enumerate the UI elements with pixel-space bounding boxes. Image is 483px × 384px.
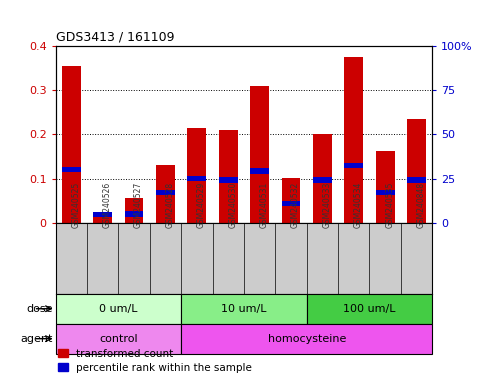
Text: GSM240534: GSM240534 <box>354 182 363 228</box>
Text: GSM240535: GSM240535 <box>385 182 394 228</box>
Text: GSM240531: GSM240531 <box>260 182 269 228</box>
Bar <box>313 177 332 182</box>
Bar <box>187 176 206 181</box>
Bar <box>282 201 300 206</box>
Bar <box>313 134 332 223</box>
Text: GSM240532: GSM240532 <box>291 182 300 228</box>
Text: GSM240530: GSM240530 <box>228 182 237 228</box>
Text: 100 um/L: 100 um/L <box>343 304 396 314</box>
Bar <box>407 177 426 182</box>
Text: control: control <box>99 334 138 344</box>
Bar <box>376 190 395 195</box>
Bar <box>407 119 426 223</box>
Bar <box>344 163 363 168</box>
Legend: transformed count, percentile rank within the sample: transformed count, percentile rank withi… <box>54 344 256 377</box>
Bar <box>250 169 269 174</box>
Bar <box>181 294 307 324</box>
Text: GSM240529: GSM240529 <box>197 182 206 228</box>
Bar <box>125 211 143 217</box>
Bar <box>56 294 181 324</box>
Bar <box>62 167 81 172</box>
Text: GSM240533: GSM240533 <box>323 182 331 228</box>
Bar <box>56 324 181 354</box>
Bar <box>156 190 175 195</box>
Bar <box>156 165 175 223</box>
Bar <box>307 294 432 324</box>
Bar <box>219 130 238 223</box>
Bar <box>125 199 143 223</box>
Text: 0 um/L: 0 um/L <box>99 304 138 314</box>
Bar <box>282 178 300 223</box>
Text: GSM240526: GSM240526 <box>103 182 112 228</box>
Bar <box>93 212 112 217</box>
Text: GDS3413 / 161109: GDS3413 / 161109 <box>56 30 174 43</box>
Text: homocysteine: homocysteine <box>268 334 346 344</box>
Bar <box>376 151 395 223</box>
Bar <box>93 212 112 223</box>
Bar <box>181 324 432 354</box>
Bar <box>250 86 269 223</box>
Bar <box>187 128 206 223</box>
Text: GSM240848: GSM240848 <box>416 182 426 228</box>
Bar <box>62 66 81 223</box>
Bar <box>344 57 363 223</box>
Text: dose: dose <box>27 304 53 314</box>
Text: GSM240528: GSM240528 <box>165 182 174 228</box>
Text: 10 um/L: 10 um/L <box>221 304 267 314</box>
Text: GSM240527: GSM240527 <box>134 182 143 228</box>
Text: GSM240525: GSM240525 <box>71 182 80 228</box>
Bar <box>219 177 238 182</box>
Text: agent: agent <box>21 334 53 344</box>
